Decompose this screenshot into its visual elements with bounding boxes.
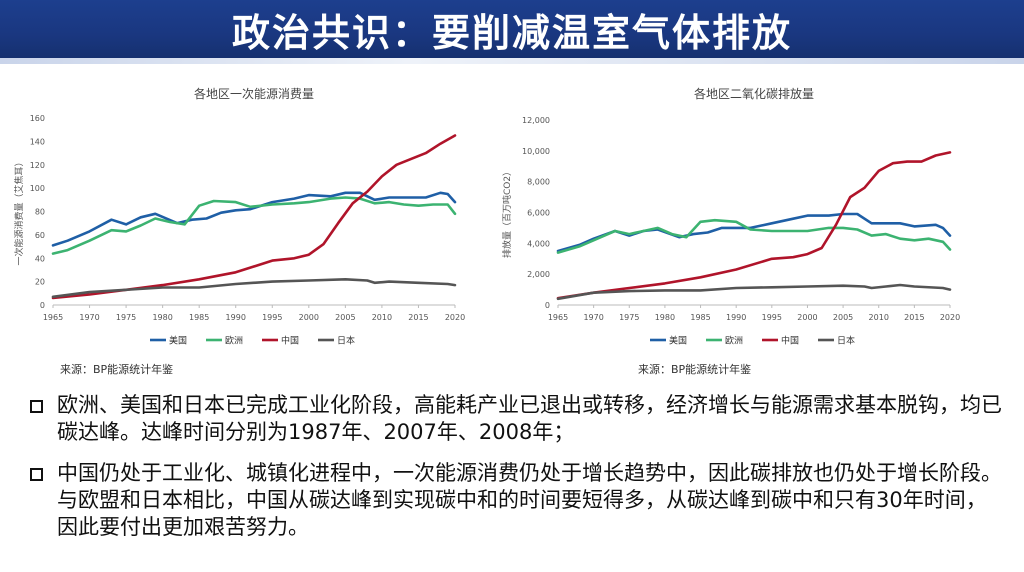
x-tick-label: 2000 (797, 313, 817, 322)
x-tick-label: 2020 (445, 313, 465, 322)
series-line-japan (556, 283, 952, 301)
series-line-europe (556, 218, 952, 254)
x-tick-label: 1990 (226, 313, 246, 322)
x-tick-label: 2005 (833, 313, 853, 322)
y-tick-label: 100 (30, 184, 45, 193)
x-tick-label: 1965 (548, 313, 568, 322)
chart-title: 各地区一次能源消费量 (194, 86, 314, 101)
x-tick-label: 2000 (299, 313, 319, 322)
chart-source-right: 来源：BP能源统计年鉴 (638, 363, 752, 376)
chart-source-left: 来源：BP能源统计年鉴 (60, 363, 174, 376)
y-tick-label: 12,000 (522, 116, 550, 125)
x-tick-label: 1995 (762, 313, 782, 322)
y-tick-label: 60 (35, 231, 45, 240)
bullet-text: 中国仍处于工业化、城镇化进程中，一次能源消费仍处于增长趋势中，因此碳排放也仍处于… (57, 461, 1002, 539)
y-tick-label: 0 (40, 301, 45, 310)
y-tick-label: 20 (35, 278, 45, 287)
y-tick-label: 120 (30, 161, 45, 170)
x-tick-label: 1970 (79, 313, 99, 322)
y-tick-label: 40 (35, 254, 45, 263)
x-tick-label: 1965 (43, 313, 63, 322)
x-tick-label: 1985 (690, 313, 710, 322)
x-tick-label: 2015 (408, 313, 428, 322)
y-tick-label: 4,000 (527, 239, 550, 248)
series-line-china (51, 134, 457, 300)
series-line-china (556, 151, 952, 300)
y-tick-label: 140 (30, 137, 45, 146)
banner-divider (0, 58, 1024, 64)
legend-label: 日本 (337, 335, 355, 347)
y-tick-label: 10,000 (522, 147, 550, 156)
x-tick-label: 2010 (869, 313, 889, 322)
bullet-item: 欧洲、美国和日本已完成工业化阶段，高能耗产业已退出或转移，经济增长与能源需求基本… (30, 392, 1005, 446)
x-tick-label: 1995 (262, 313, 282, 322)
x-tick-label: 2020 (940, 313, 960, 322)
y-tick-label: 8,000 (527, 178, 550, 187)
y-axis-label: 一次能源消费量（艾焦耳） (13, 157, 25, 265)
x-tick-label: 1970 (583, 313, 603, 322)
title-banner: 政治共识：要削减温室气体排放 (0, 0, 1024, 58)
series-line-usa (51, 191, 457, 247)
series-line-europe (51, 196, 457, 255)
y-tick-label: 80 (35, 208, 45, 217)
bullet-list: 欧洲、美国和日本已完成工业化阶段，高能耗产业已退出或转移，经济增长与能源需求基本… (30, 392, 1005, 555)
y-tick-label: 6,000 (527, 209, 550, 218)
legend-label: 欧洲 (725, 335, 743, 347)
x-tick-label: 2015 (904, 313, 924, 322)
legend-label: 中国 (781, 335, 799, 347)
x-tick-label: 1985 (189, 313, 209, 322)
bullet-text: 欧洲、美国和日本已完成工业化阶段，高能耗产业已退出或转移，经济增长与能源需求基本… (57, 393, 1002, 444)
y-axis-label: 排放量（百万吨CO2） (501, 167, 513, 258)
x-tick-label: 1990 (726, 313, 746, 322)
legend-label: 中国 (281, 335, 299, 347)
legend-label: 美国 (169, 335, 187, 347)
x-tick-label: 1980 (152, 313, 172, 322)
x-tick-label: 1975 (116, 313, 136, 322)
page-title: 政治共识：要削减温室气体排放 (231, 10, 792, 55)
legend-label: 美国 (669, 335, 687, 347)
legend-label: 日本 (837, 335, 855, 347)
bullet-checkbox-icon (30, 400, 43, 413)
x-tick-label: 2005 (335, 313, 355, 322)
legend-label: 欧洲 (225, 335, 243, 347)
x-tick-label: 1980 (655, 313, 675, 322)
chart-title: 各地区二氧化碳排放量 (694, 86, 814, 101)
x-tick-label: 1975 (619, 313, 639, 322)
y-tick-label: 2,000 (527, 270, 550, 279)
y-tick-label: 160 (30, 114, 45, 123)
bullet-checkbox-icon (30, 468, 43, 481)
bullet-item: 中国仍处于工业化、城镇化进程中，一次能源消费仍处于增长趋势中，因此碳排放也仍处于… (30, 460, 1005, 541)
x-tick-label: 2010 (372, 313, 392, 322)
series-line-japan (51, 278, 457, 299)
y-tick-label: 0 (545, 301, 550, 310)
